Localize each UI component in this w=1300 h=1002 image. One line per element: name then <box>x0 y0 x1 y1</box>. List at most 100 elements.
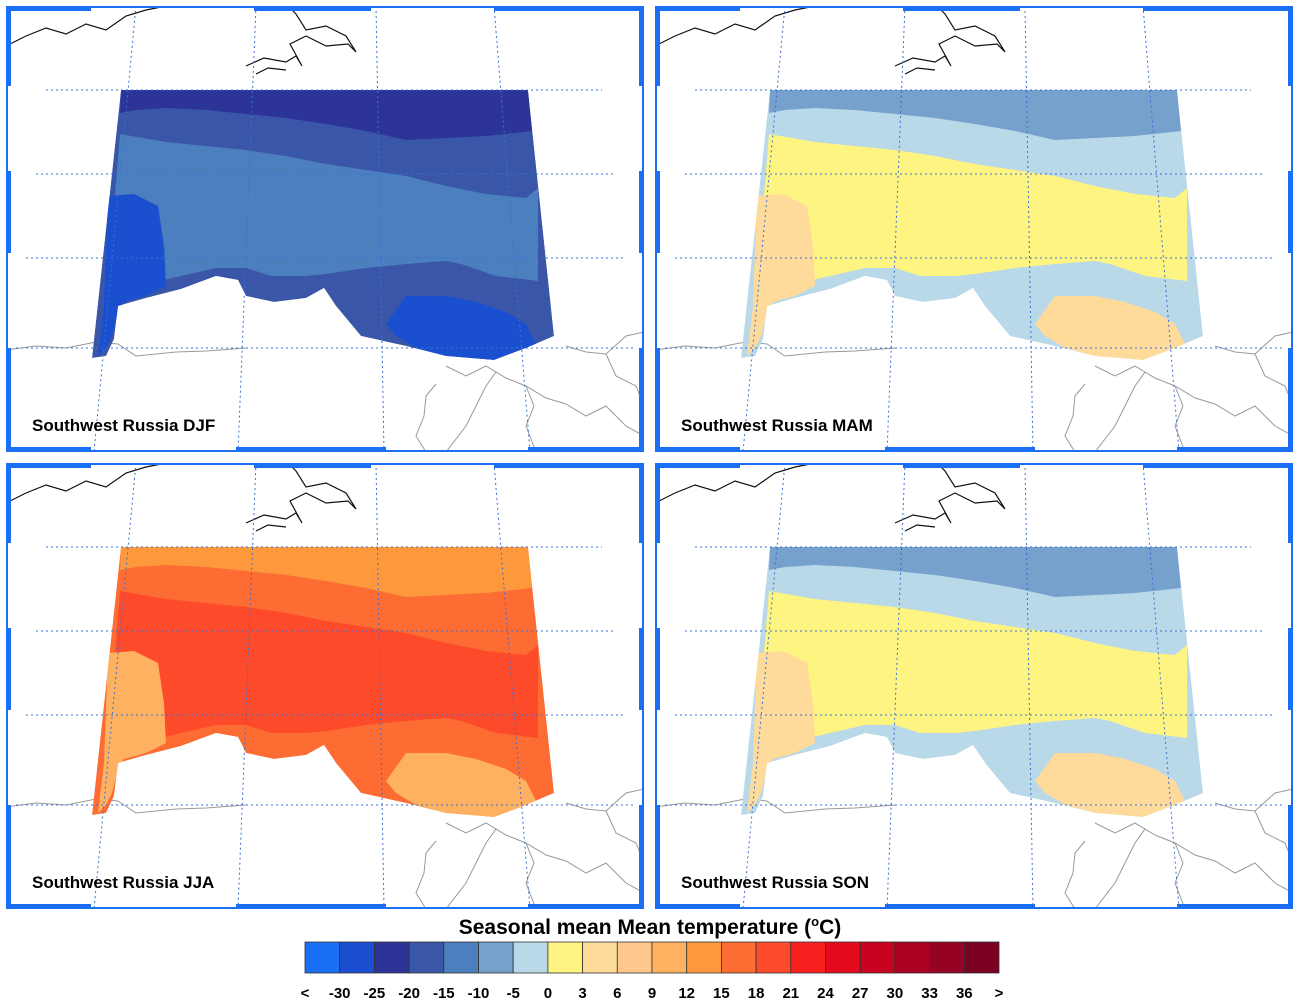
colorbar-segment <box>616 941 653 974</box>
colorbar-tick-label: 9 <box>648 985 656 1002</box>
temperature-field <box>92 90 554 360</box>
map-mam: Southwest Russia MAM <box>655 6 1293 452</box>
colorbar-tick-label: 15 <box>713 985 730 1002</box>
coastline <box>245 6 357 67</box>
colorbar-segment <box>686 941 722 974</box>
coastline <box>6 463 167 504</box>
colorbar-tick-label: -25 <box>364 985 386 1002</box>
map-panel-jja: Southwest Russia JJA <box>6 463 644 909</box>
colorbar-tick-label: -20 <box>398 985 420 1002</box>
band-central <box>757 591 1187 746</box>
graticule <box>16 6 636 452</box>
colorbar-tick-label: 27 <box>852 985 869 1002</box>
colorbar-segment <box>373 941 410 974</box>
frame-ticks <box>6 463 644 909</box>
colorbar-segment <box>408 941 445 974</box>
colorbar-tick-label: -10 <box>468 985 490 1002</box>
frame-ticks <box>6 6 644 452</box>
country-border <box>1174 385 1186 452</box>
temperature-field <box>741 90 1203 360</box>
colorbar-segment <box>651 941 688 974</box>
country-border <box>415 840 437 909</box>
country-border <box>1064 383 1086 452</box>
colorbar-tick-label: 18 <box>748 985 765 1002</box>
coastline <box>245 463 357 524</box>
panel-label: Southwest Russia SON <box>681 873 869 892</box>
coastline <box>6 6 167 47</box>
colorbar-tick-label: 0 <box>544 985 552 1002</box>
colorbar-tick-label: 3 <box>578 985 586 1002</box>
country-border <box>415 383 437 452</box>
coastline <box>255 524 287 532</box>
frame-ticks <box>655 463 1293 909</box>
colorbar-tick-label: 33 <box>921 985 938 1002</box>
band-central <box>757 134 1187 289</box>
colorbar-segment <box>894 941 931 974</box>
colorbar-segment <box>963 941 1000 974</box>
country-border <box>1064 840 1086 909</box>
coastline <box>894 463 1006 524</box>
country-border <box>6 798 247 814</box>
country-border <box>445 365 644 437</box>
band-west <box>98 651 166 813</box>
colorbar-segment <box>304 941 341 974</box>
colorbar-segment <box>582 941 618 974</box>
band-southeast <box>386 753 536 817</box>
country-border <box>525 385 537 452</box>
country-border <box>655 341 896 357</box>
country-border <box>1094 365 1293 437</box>
colorbar-tick-label: -5 <box>507 985 520 1002</box>
colorbar-tick-label: 36 <box>956 985 973 1002</box>
colorbar-segment <box>547 941 584 974</box>
colorbar-segment <box>339 941 375 974</box>
colorbar-segment <box>721 941 757 974</box>
country-border <box>525 842 537 909</box>
colorbar-tick-label: 21 <box>782 985 799 1002</box>
colorbar-tick-label: < <box>301 985 310 1002</box>
country-border <box>445 371 497 452</box>
colorbar-segment <box>825 941 861 974</box>
colorbar-segment <box>790 941 826 974</box>
colorbar-tick-label: > <box>995 985 1004 1002</box>
colorbar-segment <box>443 941 479 974</box>
map-panel-mam: Southwest Russia MAM <box>655 6 1293 452</box>
country-border <box>1094 828 1146 909</box>
country-border <box>445 822 644 894</box>
coastline <box>904 67 936 75</box>
band-southeast <box>1035 296 1185 360</box>
frame-ticks <box>655 6 1293 452</box>
colorbar-tick-label: 12 <box>678 985 695 1002</box>
country-border <box>445 828 497 909</box>
temperature-field <box>741 547 1203 817</box>
colorbar-tick-label: 30 <box>887 985 904 1002</box>
country-border <box>6 341 247 357</box>
coastline <box>904 524 936 532</box>
country-border <box>655 798 896 814</box>
graticule <box>665 6 1285 452</box>
temperature-field <box>92 547 554 817</box>
band-southeast <box>1035 753 1185 817</box>
graticule <box>665 463 1285 909</box>
band-west <box>98 194 166 356</box>
coastline <box>655 463 816 504</box>
colorbar-tick-label: -30 <box>329 985 351 1002</box>
panel-label: Southwest Russia MAM <box>681 416 873 435</box>
panel-label: Southwest Russia JJA <box>32 873 214 892</box>
colorbar-segment <box>755 941 792 974</box>
map-djf: Southwest Russia DJF <box>6 6 644 452</box>
legend-title: Seasonal mean Mean temperature (oC) <box>458 914 842 939</box>
band-central <box>108 591 538 746</box>
colorbar-segment <box>859 941 896 974</box>
band-north <box>769 90 1181 140</box>
colorbar-tick-label: 6 <box>613 985 621 1002</box>
colorbar-segment <box>512 941 549 974</box>
band-north <box>769 547 1181 597</box>
map-panel-son: Southwest Russia SON <box>655 463 1293 909</box>
country-border <box>1174 842 1186 909</box>
colorbar-segment <box>929 941 965 974</box>
country-border <box>1094 371 1146 452</box>
coastline <box>894 6 1006 67</box>
band-west <box>747 651 815 813</box>
band-central <box>108 134 538 289</box>
band-north <box>120 547 532 597</box>
